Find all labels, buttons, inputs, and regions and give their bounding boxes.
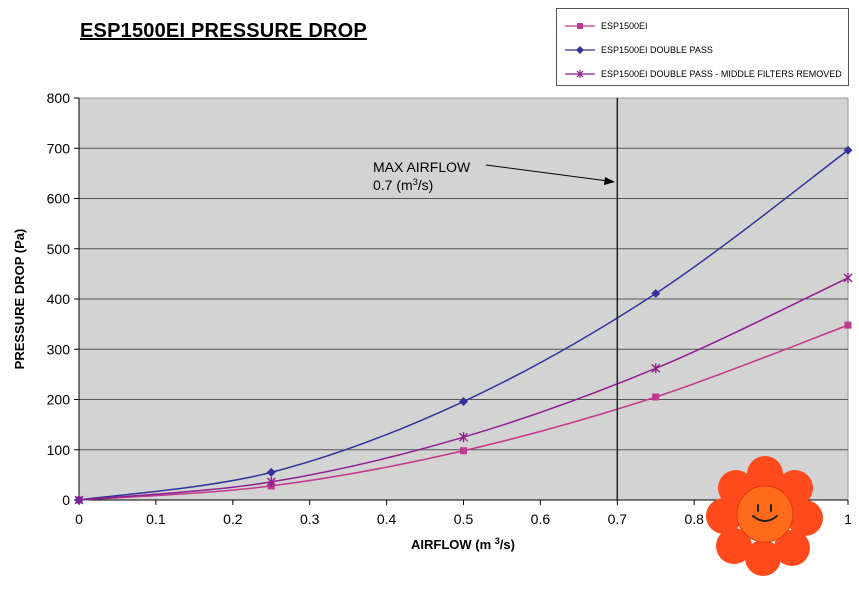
annotation-arrowhead (604, 177, 615, 185)
legend-marker-square-icon (565, 23, 595, 29)
y-tick-label: 800 (47, 90, 71, 106)
x-tick-label: 0.6 (531, 511, 551, 527)
data-point-star (266, 476, 276, 487)
x-tick-label: 0.1 (146, 511, 166, 527)
y-axis-ticks: 0 100 200 300 400 500 600 700 800 (47, 90, 79, 508)
data-point-diamond (266, 467, 276, 477)
annotation-text: MAX AIRFLOW (373, 159, 471, 175)
x-axis-label: AIRFLOW (m 3/s) (411, 536, 515, 552)
legend-label: ESP1500EI DOUBLE PASS (601, 45, 713, 55)
annotation-text-suffix: /s) (418, 177, 434, 193)
x-tick-label: 0.4 (377, 511, 397, 527)
smiley-flower-icon (706, 456, 823, 576)
legend-label: ESP1500EI DOUBLE PASS - MIDDLE FILTERS R… (601, 69, 842, 79)
chart-title: ESP1500EI PRESSURE DROP (80, 20, 367, 42)
x-tick-label: 0 (75, 511, 83, 527)
y-tick-label: 600 (47, 191, 71, 207)
series-group (74, 145, 853, 505)
x-axis-ticks: 00.10.20.30.40.50.60.70.80.91 (75, 500, 852, 527)
data-point-square (460, 447, 467, 455)
annotation-arrow (485, 164, 609, 182)
y-tick-label: 700 (47, 140, 71, 156)
x-tick-label: 0.5 (454, 511, 474, 527)
data-point-diamond (459, 397, 468, 407)
annotation-sup: 3 (413, 177, 418, 187)
annotation-text-prefix: 0.7 (m (373, 177, 413, 193)
data-point-star (74, 495, 84, 505)
data-point-diamond (843, 145, 853, 155)
annotation-text-2: 0.7 (m3/s) (373, 177, 433, 193)
x-tick-label: 0.3 (300, 511, 320, 527)
legend-item-esp1500ei: ESP1500EI (565, 19, 648, 33)
legend-marker-star-icon (565, 70, 595, 78)
y-tick-label: 100 (47, 442, 71, 458)
data-point-star (843, 272, 853, 283)
x-tick-label: 0.7 (608, 511, 628, 527)
legend-marker-diamond-icon (565, 46, 595, 54)
y-axis-label: PRESSURE DROP (Pa) (12, 229, 27, 370)
data-point-star (459, 432, 468, 443)
legend: ESP1500EI ESP1500EI DOUBLE PASS ESP1500E… (556, 8, 849, 86)
legend-item-double-pass: ESP1500EI DOUBLE PASS (565, 43, 713, 57)
y-tick-label: 300 (47, 341, 71, 357)
data-point-square (844, 321, 852, 329)
y-tick-label: 400 (47, 291, 71, 307)
data-point-diamond (651, 288, 661, 298)
y-tick-label: 0 (62, 492, 70, 508)
data-point-star (651, 363, 661, 374)
legend-label: ESP1500EI (601, 21, 648, 31)
data-point-square (652, 393, 660, 401)
y-tick-label: 200 (47, 392, 71, 408)
x-tick-label: 1 (844, 511, 852, 527)
x-tick-label: 0.2 (223, 511, 243, 527)
legend-item-middle-filters-removed: ESP1500EI DOUBLE PASS - MIDDLE FILTERS R… (565, 67, 842, 81)
y-tick-label: 500 (47, 241, 71, 257)
x-tick-label: 0.8 (684, 511, 704, 527)
